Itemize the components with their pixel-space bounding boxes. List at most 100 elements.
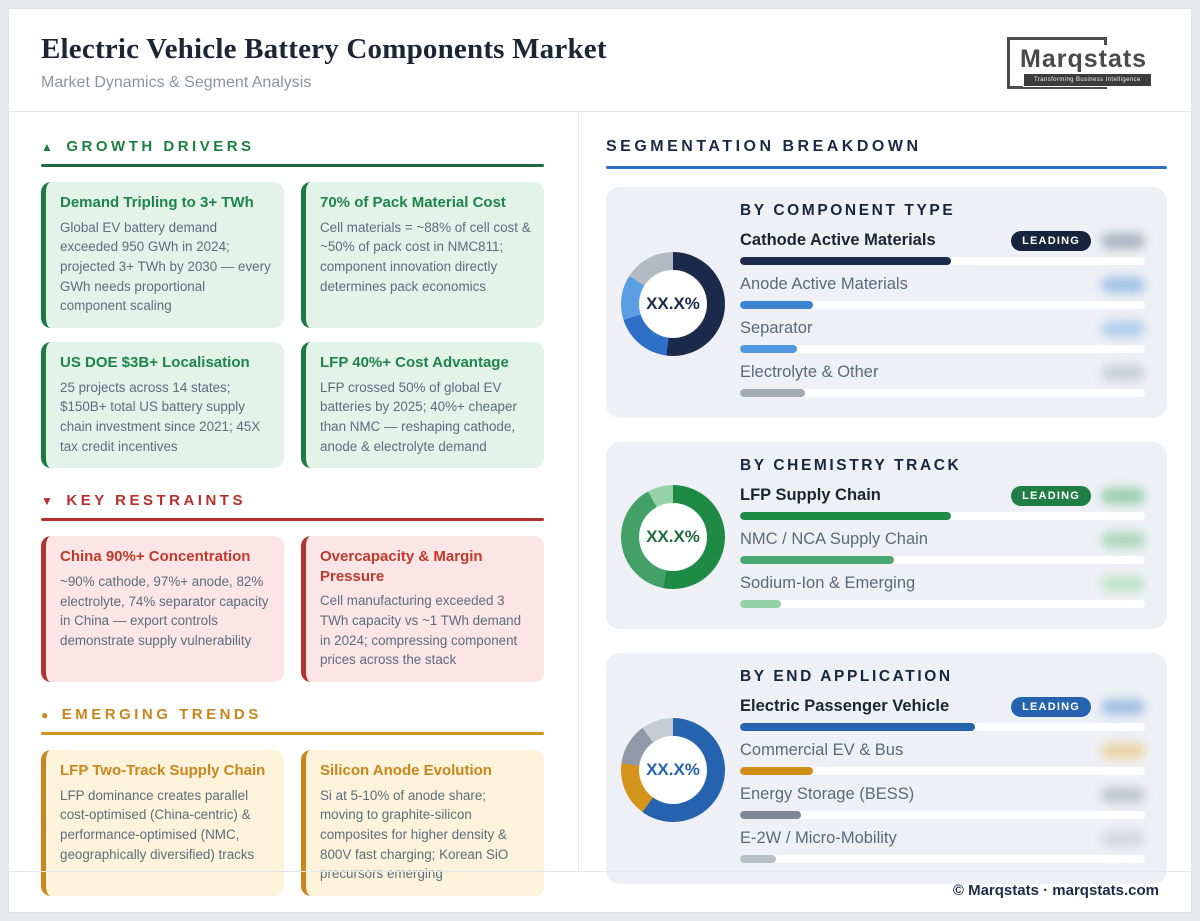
footer-credit: © Marqstats · marqstats.com [952,882,1159,899]
card-title: 70% of Pack Material Cost [320,194,506,211]
bar-track [740,257,1145,265]
main-content: ▲ GROWTH DRIVERS Demand Tripling to 3+ T… [9,112,1191,897]
segment-label: Sodium-Ion & Emerging [740,574,916,592]
panel-content: BY END APPLICATION Electric Passenger Ve… [740,668,1145,871]
dynamics-column: ▲ GROWTH DRIVERS Demand Tripling to 3+ T… [9,112,579,897]
section-rule [41,732,544,736]
bar-track [740,600,1145,608]
redacted-value [1101,575,1145,592]
segment-label: Cathode Active Materials [740,231,936,249]
bar-fill [740,855,777,863]
triangle-up-icon: ▲ [41,139,57,154]
segment-label: NMC / NCA Supply Chain [740,530,928,548]
bar-fill [740,389,805,397]
segmentation-heading: SEGMENTATION BREAKDOWN [606,138,922,155]
donut-wrap: XX.X% [606,717,740,822]
panel-end-application: XX.X% BY END APPLICATION Electric Passen… [606,653,1167,884]
triangle-down-icon: ▼ [41,493,57,508]
footer: © Marqstats · marqstats.com [9,871,1191,912]
panel-content: BY COMPONENT TYPE Cathode Active Materia… [740,202,1145,405]
segment-row: Cathode Active Materials LEADING [740,229,1145,265]
card-title: Silicon Anode Evolution [320,762,492,780]
card-body: Si at 5-10% of anode share; moving to gr… [320,787,509,882]
card-body: 25 projects across 14 states; $150B+ tot… [60,379,261,454]
leading-badge: LEADING [1011,230,1091,251]
donut-center-label: XX.X% [639,502,707,571]
bar-fill [740,811,801,819]
card-title: LFP 40%+ Cost Advantage [320,354,509,372]
redacted-value [1101,531,1145,548]
bar-fill [740,556,894,564]
segment-row: E-2W / Micro-Mobility [740,827,1145,863]
bar-track [740,855,1145,863]
segmentation-panels: XX.X% BY COMPONENT TYPE Cathode Active M… [606,187,1167,884]
card-title: US DOE $3B+ Localisation [60,354,250,372]
segment-label: Electrolyte & Other [740,363,879,381]
section-title: EMERGING TRENDS [61,706,262,724]
emerging-trends-heading: ● EMERGING TRENDS [41,706,544,723]
bar-track [740,389,1145,397]
restraint-cards: China 90%+ Concentration ~90% cathode, 9… [41,536,544,683]
segmentation-column: SEGMENTATION BREAKDOWN XX.X% BY COMPONEN… [579,112,1191,884]
section-growth-drivers: ▲ GROWTH DRIVERS Demand Tripling to 3+ T… [41,138,544,469]
logo-wordmark: Marqstats [1015,45,1153,74]
segment-label: Energy Storage (BESS) [740,785,915,803]
driver-card: LFP 40%+ Cost Advantage LFP crossed 50% … [301,342,544,469]
redacted-value [1101,364,1145,381]
segment-label: Commercial EV & Bus [740,741,904,759]
section-rule [41,164,544,167]
bar-fill [740,723,975,731]
bar-track [740,301,1145,309]
header-titles: Electric Vehicle Battery Components Mark… [41,33,607,92]
bar-track [740,723,1145,731]
bar-track [740,512,1145,520]
card-title: China 90%+ Concentration [60,548,251,566]
bar-fill [740,512,951,520]
driver-card: US DOE $3B+ Localisation 25 projects acr… [41,342,284,469]
segment-label: LFP Supply Chain [740,486,881,504]
circle-icon: ● [41,707,52,722]
card-body: ~90% cathode, 97%+ anode, 82% electrolyt… [60,573,269,648]
card-body: LFP dominance creates parallel cost-opti… [60,787,255,862]
infographic-sheet: Electric Vehicle Battery Components Mark… [8,8,1192,913]
leading-badge: LEADING [1011,485,1091,506]
restraint-card: China 90%+ Concentration ~90% cathode, 9… [41,536,284,683]
bar-track [740,556,1145,564]
redacted-value [1101,742,1145,759]
bar-fill [740,301,813,309]
panel-chemistry-track: XX.X% BY CHEMISTRY TRACK LFP Supply Chai… [606,442,1167,629]
section-rule [41,518,544,522]
segment-row: LFP Supply Chain LEADING [740,484,1145,520]
restraint-card: Overcapacity & Margin Pressure Cell manu… [301,536,544,683]
end-application-donut-chart: XX.X% [621,717,725,822]
segmentation-rule [606,166,1167,169]
card-title: Overcapacity & Margin Pressure [320,548,483,585]
marqstats-logo: Marqstats Transforming Business Intellig… [1001,33,1153,95]
bar-fill [740,600,781,608]
redacted-value [1101,698,1145,715]
section-emerging-trends: ● EMERGING TRENDS LFP Two-Track Supply C… [41,706,544,897]
redacted-value [1101,487,1145,504]
segment-label: Separator [740,319,813,337]
section-key-restraints: ▼ KEY RESTRAINTS China 90%+ Concentratio… [41,492,544,683]
section-title: KEY RESTRAINTS [66,492,246,510]
leading-badge: LEADING [1011,696,1091,717]
card-body: Cell manufacturing exceeded 3 TWh capaci… [320,593,522,668]
driver-card: Demand Tripling to 3+ TWh Global EV batt… [41,182,284,329]
key-restraints-heading: ▼ KEY RESTRAINTS [41,492,544,509]
segment-label: Electric Passenger Vehicle [740,697,950,715]
bar-fill [740,257,951,265]
page-subtitle: Market Dynamics & Segment Analysis [41,74,312,91]
page-title: Electric Vehicle Battery Components Mark… [41,33,607,65]
card-body: Global EV battery demand exceeded 950 GW… [60,219,271,314]
growth-driver-cards: Demand Tripling to 3+ TWh Global EV batt… [41,182,544,469]
section-title: GROWTH DRIVERS [66,138,255,155]
panel-component-type: XX.X% BY COMPONENT TYPE Cathode Active M… [606,187,1167,418]
growth-drivers-heading: ▲ GROWTH DRIVERS [41,138,544,155]
panel-title: BY END APPLICATION [740,668,953,685]
panel-content: BY CHEMISTRY TRACK LFP Supply Chain LEAD… [740,457,1145,616]
card-title: LFP Two-Track Supply Chain [60,762,266,780]
segment-label: Anode Active Materials [740,275,908,293]
card-body: Cell materials = ~88% of cell cost & ~50… [320,219,531,294]
